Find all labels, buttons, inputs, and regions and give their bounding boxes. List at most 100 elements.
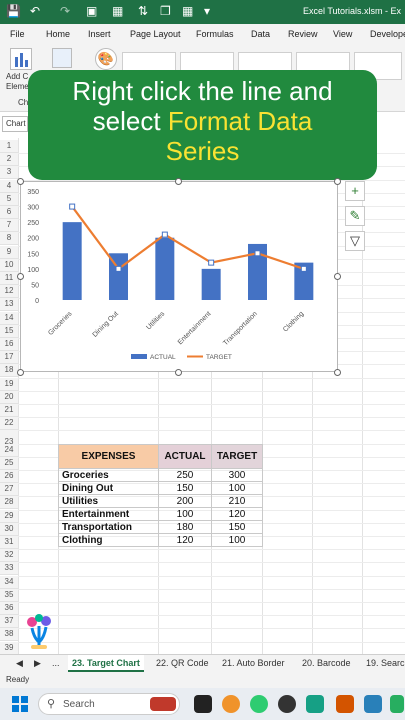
actual-value[interactable]: 150 (158, 481, 212, 495)
row-header[interactable]: 39 (0, 641, 18, 655)
search-highlight-icon[interactable] (150, 697, 176, 711)
row-header[interactable]: 10 (0, 258, 18, 272)
expense-label[interactable]: Entertainment (58, 507, 159, 521)
menu-home[interactable]: Home (46, 29, 71, 39)
chart-resize-handle[interactable] (334, 369, 341, 376)
row-header[interactable]: 20 (0, 390, 18, 404)
row-header[interactable]: 33 (0, 562, 18, 576)
copy-icon[interactable]: ❐ (160, 4, 171, 18)
row-header[interactable]: 4 (0, 179, 18, 193)
app-icon[interactable] (364, 695, 382, 713)
taskbar-search[interactable]: ⚲ Search (38, 693, 180, 715)
header-actual[interactable]: ACTUAL (158, 444, 212, 469)
target-value[interactable]: 300 (211, 468, 263, 482)
app-icon[interactable] (250, 695, 268, 713)
menu-view[interactable]: View (333, 29, 353, 39)
chart-resize-handle[interactable] (17, 178, 24, 185)
menu-page-layout[interactable]: Page Layout (130, 29, 181, 39)
row-header[interactable]: 24 (0, 443, 18, 457)
grid-icon[interactable]: ▦ (182, 4, 194, 18)
header-target[interactable]: TARGET (211, 444, 263, 469)
menu-developer[interactable]: Develope (370, 29, 405, 39)
actual-value[interactable]: 180 (158, 520, 212, 534)
row-header[interactable]: 31 (0, 536, 18, 549)
row-header[interactable]: 34 (0, 575, 18, 589)
chart-filter-icon[interactable]: ▽ (345, 231, 365, 251)
row-header[interactable]: 9 (0, 245, 18, 259)
row-header[interactable]: 13 (0, 298, 18, 312)
chart-styles-brush-icon[interactable]: ✎ (345, 206, 365, 226)
expense-label[interactable]: Clothing (58, 533, 159, 547)
row-header[interactable]: 14 (0, 311, 18, 325)
row-header[interactable]: 38 (0, 628, 18, 642)
header-expenses[interactable]: EXPENSES (58, 444, 159, 469)
save-icon[interactable]: 💾 (6, 4, 21, 18)
format-painter-icon[interactable]: ▣ (86, 4, 98, 18)
target-chart[interactable]: 350 300 250 200 150 100 50 0 Groceries Dining Out… (20, 181, 338, 372)
actual-value[interactable]: 200 (158, 494, 212, 508)
actual-value[interactable]: 100 (158, 507, 212, 521)
chart-resize-handle[interactable] (17, 273, 24, 280)
row-header[interactable]: 22 (0, 417, 18, 431)
redo-icon[interactable]: ↷ (60, 4, 71, 18)
row-header[interactable]: 19 (0, 377, 18, 391)
row-header[interactable]: 30 (0, 522, 18, 536)
app-icon[interactable] (222, 695, 240, 713)
expense-label[interactable]: Transportation (58, 520, 159, 534)
row-header[interactable]: 36 (0, 602, 18, 615)
chart-resize-handle[interactable] (175, 369, 182, 376)
add-chart-element-icon[interactable] (10, 48, 32, 70)
row-header[interactable]: 3 (0, 166, 18, 180)
windows-start-icon[interactable] (12, 696, 28, 712)
customize-qat-icon[interactable]: ▾ (204, 4, 211, 18)
app-icon[interactable] (336, 695, 354, 713)
menu-data[interactable]: Data (251, 29, 271, 39)
sort-icon[interactable]: ⇅ (138, 4, 149, 18)
chart-resize-handle[interactable] (334, 178, 341, 185)
row-header[interactable]: 37 (0, 615, 18, 629)
row-header[interactable]: 28 (0, 496, 18, 510)
chart-resize-handle[interactable] (17, 369, 24, 376)
chart-resize-handle[interactable] (334, 273, 341, 280)
task-view-icon[interactable] (194, 695, 212, 713)
row-header[interactable]: 12 (0, 285, 18, 299)
quick-layout-icon[interactable] (52, 48, 72, 68)
chart-elements-plus-icon[interactable]: + (345, 181, 365, 201)
expense-label[interactable]: Dining Out (58, 481, 159, 495)
change-colors-icon[interactable]: 🎨 (95, 48, 117, 70)
menu-formulas[interactable]: Formulas (196, 29, 234, 39)
row-header[interactable]: 32 (0, 549, 18, 563)
actual-value[interactable]: 250 (158, 468, 212, 482)
row-header[interactable]: 27 (0, 483, 18, 497)
tab-target-chart[interactable]: 23. Target Chart (68, 655, 144, 672)
tab-scroll-right-icon[interactable]: ▶ (34, 658, 41, 668)
target-value[interactable]: 120 (211, 507, 263, 521)
element-label[interactable]: Eleme (6, 82, 29, 91)
row-header[interactable]: 35 (0, 588, 18, 602)
name-box[interactable]: Chart (2, 116, 28, 132)
app-icon[interactable] (306, 695, 324, 713)
row-header[interactable]: 15 (0, 324, 18, 338)
row-header[interactable]: 21 (0, 404, 18, 417)
tab-search[interactable]: 19. Search (366, 658, 405, 668)
target-value[interactable]: 210 (211, 494, 263, 508)
row-header[interactable]: 7 (0, 219, 18, 233)
row-header[interactable]: 26 (0, 470, 18, 483)
row-header[interactable]: 18 (0, 364, 18, 378)
row-header[interactable]: 5 (0, 192, 18, 206)
row-header[interactable]: 17 (0, 351, 18, 365)
borders-icon[interactable]: ▦ (112, 4, 124, 18)
menu-review[interactable]: Review (288, 29, 318, 39)
target-value[interactable]: 100 (211, 533, 263, 547)
target-value[interactable]: 100 (211, 481, 263, 495)
menu-file[interactable]: File (10, 29, 25, 39)
tab-ellipsis[interactable]: ... (52, 658, 60, 668)
app-icon[interactable] (278, 695, 296, 713)
add-chart-label[interactable]: Add C (6, 72, 29, 81)
row-header[interactable]: 2 (0, 153, 18, 167)
row-header[interactable]: 1 (0, 140, 18, 153)
row-header[interactable]: 8 (0, 232, 18, 246)
target-value[interactable]: 150 (211, 520, 263, 534)
excel-taskbar-icon[interactable] (390, 695, 404, 713)
tab-auto-border[interactable]: 21. Auto Border (222, 658, 285, 668)
